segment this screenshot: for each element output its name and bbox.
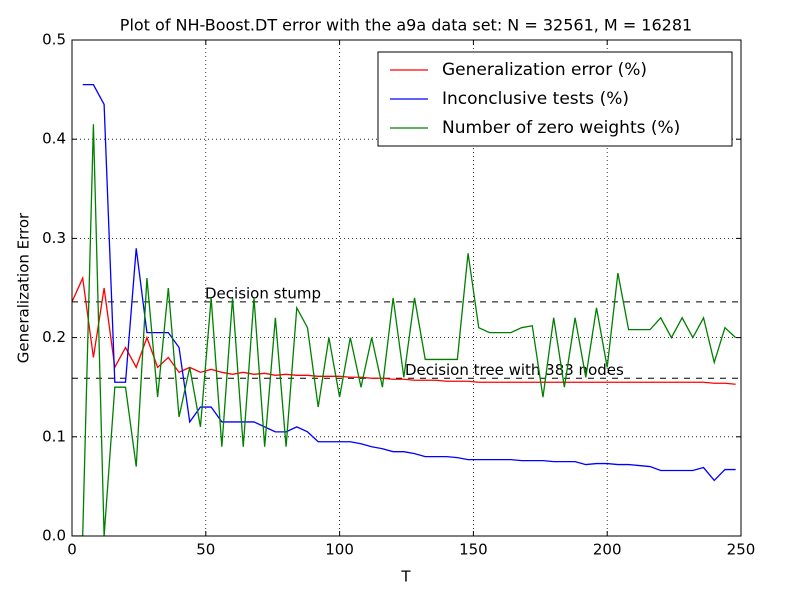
x-tick-label: 50 — [196, 541, 215, 559]
y-tick-label: 0.5 — [42, 31, 66, 49]
x-tick-label: 250 — [727, 541, 756, 559]
annotation: Decision tree with 383 nodes — [405, 361, 624, 379]
legend-label: Inconclusive tests (%) — [442, 89, 629, 109]
y-tick-label: 0.4 — [42, 130, 66, 148]
x-tick-label: 0 — [67, 541, 77, 559]
y-tick-label: 0.1 — [42, 427, 66, 445]
y-tick-label: 0.2 — [42, 328, 66, 346]
legend-label: Number of zero weights (%) — [442, 118, 680, 138]
annotation: Decision stump — [205, 284, 321, 302]
x-axis-label: T — [400, 568, 411, 586]
legend-box — [377, 51, 733, 147]
legend-label: Generalization error (%) — [442, 60, 647, 80]
y-axis-label: Generalization Error — [15, 212, 33, 363]
data-line — [72, 124, 737, 536]
x-tick-label: 150 — [459, 541, 488, 559]
chart-title: Plot of NH-Boost.DT error with the a9a d… — [120, 16, 692, 35]
data-line — [82, 83, 736, 482]
plot-frame — [71, 39, 742, 537]
y-tick-label: 0.3 — [42, 229, 66, 247]
x-tick-label: 100 — [325, 541, 354, 559]
y-tick-label: 0.0 — [42, 527, 66, 545]
x-tick-label: 200 — [593, 541, 622, 559]
